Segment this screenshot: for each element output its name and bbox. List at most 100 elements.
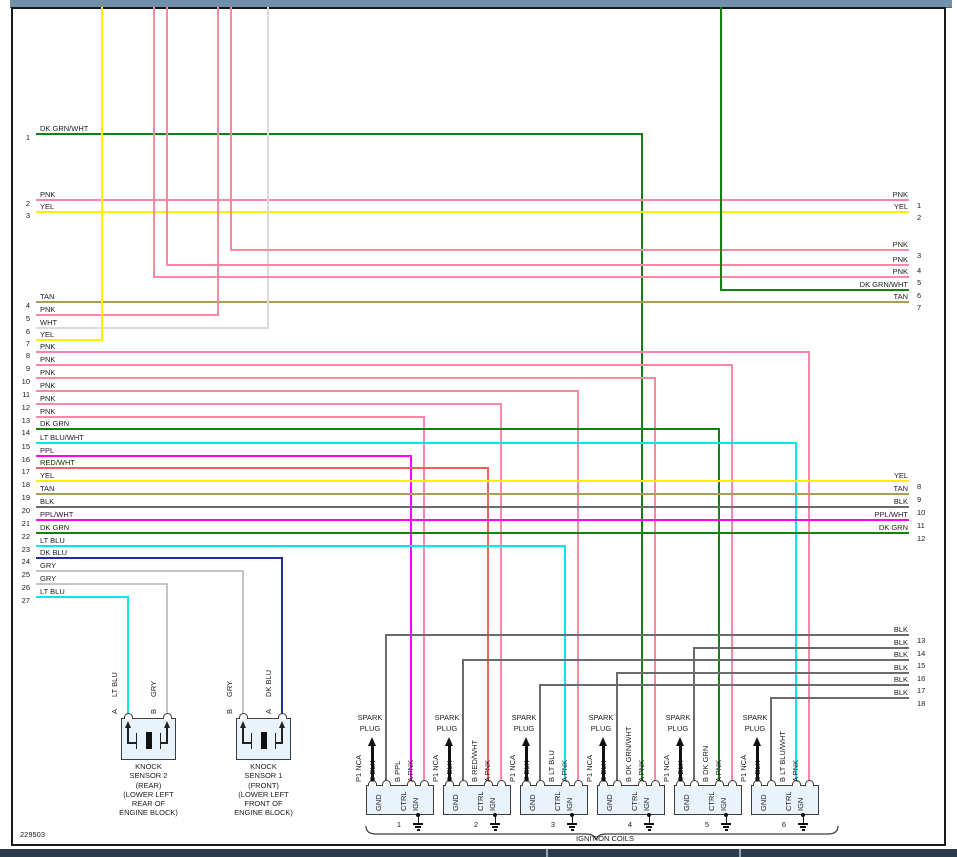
right-pin-number: 4 — [917, 266, 922, 275]
ground-bar-icon — [800, 826, 806, 828]
coil-pin-label: P1 NCA — [507, 754, 517, 782]
coil-internal-label: GND — [758, 794, 768, 811]
ground-bar-icon — [570, 829, 574, 831]
wire-l12-to-coil2-a — [36, 403, 502, 405]
left-pin-wire-label: YEL — [40, 330, 55, 339]
ground-stem — [417, 815, 419, 823]
wire-l26-to-sensor2-b — [166, 583, 168, 715]
wire-l21-to-r11 — [36, 519, 909, 521]
right-pin-number: 2 — [917, 213, 922, 222]
wire-top-to-r5 — [153, 7, 155, 278]
ground-bar-icon — [646, 826, 652, 828]
wire-l14-to-coil5-b — [36, 428, 720, 430]
right-pin-wire-label: BLK — [893, 497, 908, 506]
spark-plug-label: SPARK PLUG — [742, 713, 768, 733]
right-pin-wire-label: BLK — [893, 625, 908, 634]
left-pin-number: 23 — [21, 545, 30, 554]
wire-l26-to-sensor2-b — [36, 583, 168, 585]
sensor-lead — [274, 742, 283, 744]
coil-pin-arc — [419, 780, 429, 786]
ignition-coil-box — [674, 785, 742, 815]
coil-pin-arc — [637, 780, 647, 786]
sensor-arrow-head-icon — [163, 721, 170, 728]
coil-pin-arc — [560, 780, 570, 786]
sensor-wire-label: GRY — [148, 680, 158, 697]
ground-bar-icon — [724, 829, 728, 831]
sensor-pin-letter: A — [263, 708, 273, 714]
left-pin-number: 3 — [25, 211, 30, 220]
left-pin-number: 8 — [25, 351, 30, 360]
sensor-pin-letter: B — [224, 708, 234, 714]
ignition-coil-box — [751, 785, 819, 815]
wire-l16-to-coil1-b — [36, 455, 412, 457]
right-pin-wire-label: PPL/WHT — [874, 510, 908, 519]
left-pin-wire-label: LT BLU/WHT — [40, 433, 84, 442]
ignition-coil-box — [366, 785, 434, 815]
sensor-bracket — [250, 733, 253, 749]
spark-plug-arrow-shaft — [755, 745, 759, 781]
left-pin-wire-label: PPL/WHT — [40, 510, 74, 519]
left-pin-number: 11 — [22, 390, 30, 399]
knock-sensor-caption: KNOCK SENSOR 2 (REAR) (LOWER LEFT REAR O… — [119, 762, 178, 818]
wire-l22-to-r12 — [36, 532, 909, 534]
left-pin-number: 1 — [25, 133, 30, 142]
left-pin-wire-label: RED/WHT — [40, 458, 75, 467]
sensor-bracket — [274, 733, 277, 749]
right-pin-wire-label: PNK — [892, 255, 908, 264]
right-pin-wire-label: BLK — [893, 675, 908, 684]
sensor-pin-arc — [123, 713, 133, 719]
coil-pin-label: B DK GRN — [700, 745, 710, 782]
wire-l6-to-top — [267, 7, 269, 329]
left-pin-wire-label: DK GRN/WHT — [40, 124, 89, 133]
wire-l14-to-coil5-b — [718, 428, 720, 782]
ground-bar-icon — [644, 823, 654, 825]
wire-coil3-c-to-r17 — [539, 684, 909, 686]
ground-bar-icon — [413, 823, 423, 825]
coil-pin-arc — [535, 780, 545, 786]
right-pin-wire-label: BLK — [893, 688, 908, 697]
coil-internal-label: GND — [373, 794, 383, 811]
left-pin-number: 26 — [21, 583, 30, 592]
wire-l24-to-sensor1-a — [281, 557, 283, 715]
right-pin-wire-label: DK GRN/WHT — [859, 280, 908, 289]
wire-l8-to-coil6-a — [36, 351, 810, 353]
coil-internal-label: CTRL — [783, 791, 793, 811]
spark-plug-arrow-shaft — [370, 745, 374, 781]
ignition-coils-brace — [365, 825, 839, 841]
coil-pin-arc — [650, 780, 660, 786]
left-pin-number: 21 — [21, 519, 30, 528]
wire-l3-to-r2 — [36, 211, 909, 213]
wire-l23-to-coil3-b — [564, 545, 566, 782]
spark-plug-arrow-head-icon — [444, 737, 453, 746]
wire-l15-to-coil6-b — [795, 442, 797, 782]
coil-pin-label: B DK GRN/WHT — [623, 726, 633, 782]
sensor-lead — [242, 742, 253, 744]
sensor-arrow-shaft — [242, 728, 244, 743]
wire-coil5-c-to-r14 — [693, 647, 909, 649]
sensor-element-icon — [260, 732, 267, 749]
left-pin-number: 12 — [21, 403, 30, 412]
left-pin-number: 22 — [21, 532, 30, 541]
coil-pin-arc — [727, 780, 737, 786]
ground-bar-icon — [647, 829, 651, 831]
right-pin-number: 14 — [917, 649, 926, 658]
ground-bar-icon — [801, 829, 805, 831]
right-pin-wire-label: PNK — [892, 240, 908, 249]
wire-top-to-r5 — [153, 276, 909, 278]
coil-pin-label: A PNK — [482, 759, 492, 782]
coil-number: 4 — [627, 820, 633, 829]
spark-plug-arrow-head-icon — [367, 737, 376, 746]
right-pin-wire-label: BLK — [893, 663, 908, 672]
left-pin-wire-label: LT BLU — [40, 587, 65, 596]
taskbar[interactable] — [0, 849, 957, 857]
coil-pin-arc — [612, 780, 622, 786]
spark-plug-label: SPARK PLUG — [588, 713, 614, 733]
coil-number: 6 — [781, 820, 787, 829]
coil-pin-arc — [804, 780, 814, 786]
coil-pin-arc — [573, 780, 583, 786]
coil-pin-label: A PNK — [713, 759, 723, 782]
coil-number: 2 — [473, 820, 479, 829]
right-pin-wire-label: YEL — [893, 471, 908, 480]
coil-pin-arc — [791, 780, 801, 786]
sensor-arrow-head-icon — [278, 721, 285, 728]
